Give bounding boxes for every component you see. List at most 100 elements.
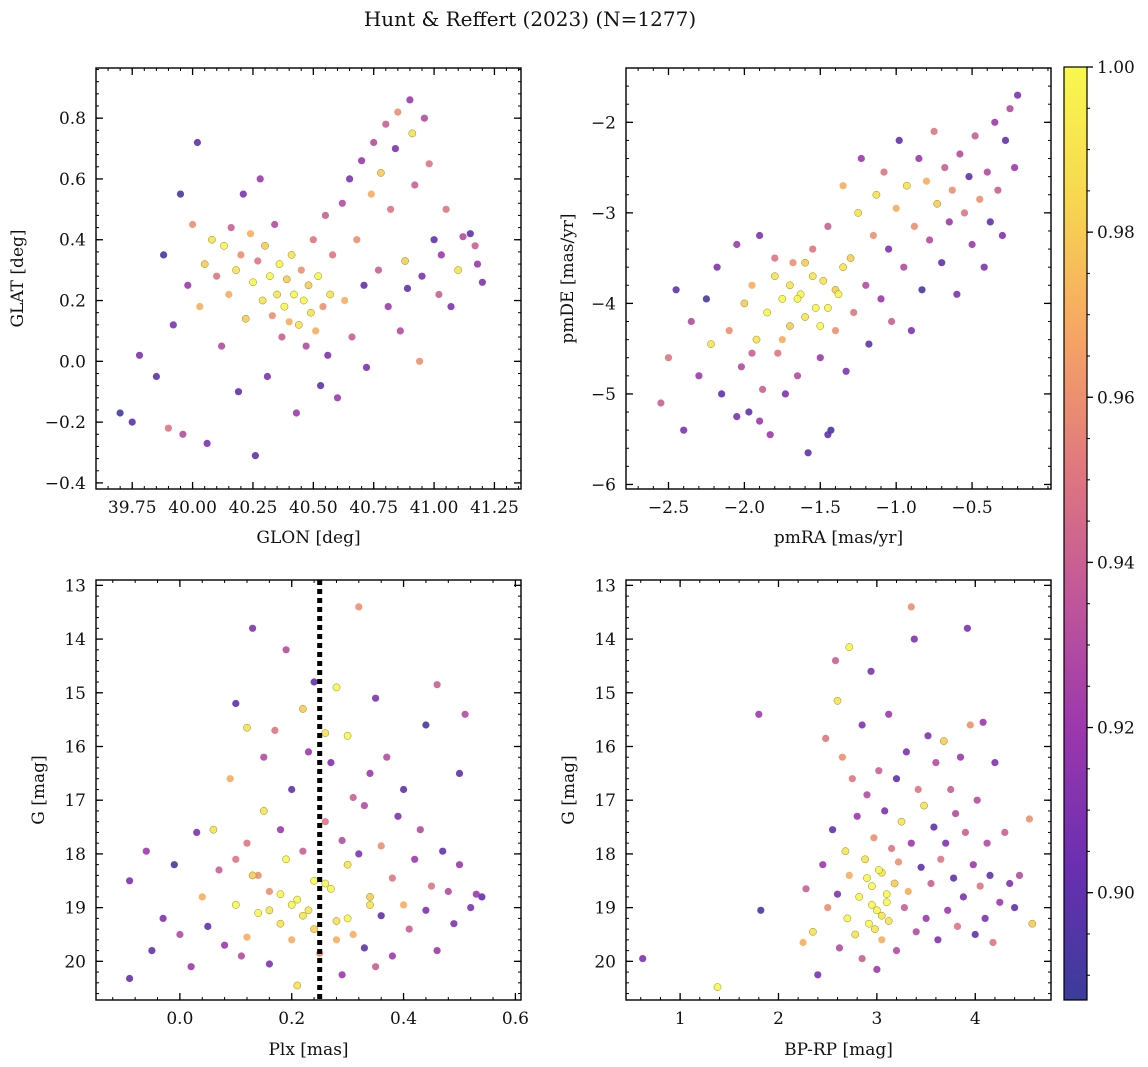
data-point [944, 906, 952, 914]
data-point [435, 290, 443, 299]
data-point [455, 769, 464, 778]
y-tick-label: 17 [64, 791, 86, 811]
colorbar-tick-label: 0.96 [1097, 388, 1135, 408]
x-tick-label: 0.4 [390, 1009, 417, 1029]
data-point [802, 885, 810, 893]
data-point [756, 231, 764, 240]
data-point [752, 335, 761, 344]
data-point [998, 231, 1007, 240]
data-point [770, 272, 779, 281]
data-point [748, 281, 756, 289]
x-axis-label: GLON [deg] [256, 528, 360, 548]
data-point [839, 263, 847, 272]
data-point [403, 284, 412, 292]
colorbar-tick-label: 1.00 [1097, 58, 1135, 78]
y-ticks: −0.4 −0.2 0.0 0.2 0.4 0.6 0.8 [45, 69, 521, 494]
y-tick-label: −3 [591, 204, 616, 224]
scatter-points [126, 603, 486, 990]
data-point [388, 952, 396, 960]
x-ticks: 0.0 0.2 0.4 0.6 [112, 580, 529, 1029]
data-point [947, 785, 955, 794]
data-point [809, 927, 817, 936]
data-point [801, 313, 809, 321]
y-tick-label: 13 [594, 576, 616, 596]
data-point [343, 860, 352, 869]
data-point [930, 823, 938, 831]
data-point [932, 759, 940, 767]
data-point [877, 295, 885, 303]
y-ticks: 13 14 15 16 17 18 19 20 [64, 576, 521, 995]
data-point [273, 290, 281, 299]
data-point [287, 251, 296, 259]
data-point [220, 241, 228, 250]
data-point [382, 120, 390, 128]
data-point [388, 874, 396, 882]
data-point [383, 753, 391, 761]
scatter-points [116, 96, 486, 460]
data-point [237, 952, 245, 960]
y-tick-label: 14 [64, 630, 86, 650]
data-point [248, 871, 257, 880]
data-point [299, 911, 307, 920]
data-point [461, 710, 469, 718]
data-point [204, 922, 212, 931]
data-point [348, 333, 356, 341]
data-point [319, 303, 327, 311]
x-ticks: 1 2 3 4 [640, 580, 1035, 1029]
data-point [455, 861, 464, 869]
data-point [261, 241, 269, 250]
data-point [288, 936, 296, 944]
data-point [444, 887, 452, 896]
y-tick-label: 14 [594, 630, 616, 650]
data-point [176, 930, 184, 939]
colorbar-tick-label: 0.94 [1097, 553, 1135, 573]
data-point [950, 874, 958, 882]
data-point [355, 603, 363, 611]
data-point [193, 138, 201, 147]
data-point [759, 385, 767, 393]
data-point [321, 211, 329, 219]
data-point [394, 812, 402, 820]
y-tick-label: 19 [64, 899, 86, 919]
data-point [249, 624, 257, 632]
data-point [312, 327, 320, 335]
data-point [232, 699, 240, 708]
colorbar-ticks: 0.90 0.92 0.94 0.96 0.98 1.00 [1087, 58, 1135, 976]
data-point [327, 759, 335, 767]
data-point [907, 603, 915, 611]
y-tick-label: 18 [594, 845, 616, 865]
data-point [411, 181, 419, 189]
data-point [309, 236, 317, 244]
data-point [718, 390, 726, 398]
data-point [280, 302, 289, 311]
data-point [353, 236, 361, 244]
data-point [299, 296, 308, 305]
y-tick-label: −6 [591, 475, 616, 495]
data-point [986, 871, 994, 880]
data-point [824, 904, 832, 912]
data-point [922, 914, 930, 923]
x-tick-label: 2 [773, 1009, 784, 1029]
data-point [917, 863, 925, 871]
x-tick-label: 40.75 [349, 498, 398, 518]
data-point [304, 281, 313, 290]
data-point [885, 710, 893, 718]
x-tick-label: −1.0 [876, 498, 917, 518]
data-point [391, 145, 399, 153]
y-tick-label: 16 [594, 737, 616, 757]
data-point [425, 160, 433, 168]
data-point [193, 828, 201, 837]
data-point [466, 230, 474, 238]
data-point [400, 901, 408, 909]
data-point [254, 257, 262, 265]
data-point [857, 154, 865, 163]
data-point [953, 922, 962, 931]
data-point [892, 947, 901, 955]
data-point [778, 336, 786, 344]
data-point [1001, 136, 1010, 144]
data-point [239, 190, 247, 198]
data-point [416, 357, 424, 365]
data-point [933, 199, 942, 208]
data-point [128, 418, 136, 426]
data-point [282, 855, 290, 864]
